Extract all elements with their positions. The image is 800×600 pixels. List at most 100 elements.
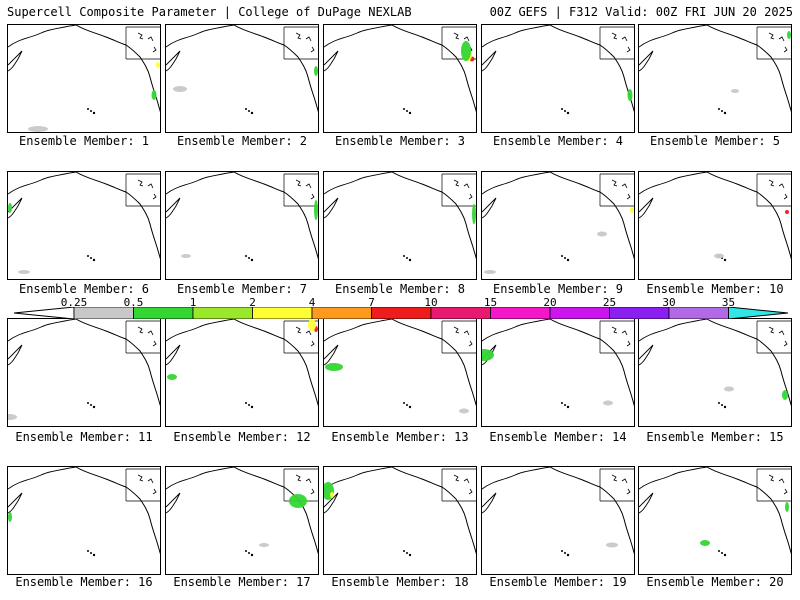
scp-contour	[630, 207, 634, 213]
ensemble-map-panel	[323, 466, 477, 575]
scp-contour	[714, 253, 724, 259]
colorbar-tick-label: 35	[721, 296, 736, 309]
ensemble-map-panel	[638, 171, 792, 280]
member-caption: Ensemble Member: 2	[176, 134, 308, 148]
scp-contour	[731, 89, 739, 93]
scp-contour	[259, 543, 269, 547]
scp-contour	[484, 270, 496, 274]
ensemble-map-panel	[7, 318, 161, 427]
scp-contour	[181, 254, 191, 258]
scp-contour	[8, 414, 17, 420]
member-caption: Ensemble Member: 4	[492, 134, 624, 148]
colorbar-segment	[609, 307, 670, 319]
scp-contour	[472, 204, 476, 224]
scp-contour	[482, 349, 494, 361]
scp-contour	[724, 386, 734, 392]
scp-contour	[28, 126, 48, 132]
scp-contour	[156, 62, 160, 68]
member-caption: Ensemble Member: 6	[18, 282, 150, 296]
scp-contour	[308, 319, 316, 331]
member-caption: Ensemble Member: 20	[646, 575, 784, 589]
colorbar-tick-label: 25	[602, 296, 617, 309]
member-caption: Ensemble Member: 15	[646, 430, 784, 444]
ensemble-map-panel	[638, 24, 792, 133]
colorbar-tick-label: 10	[424, 296, 438, 309]
ensemble-map-panel	[7, 24, 161, 133]
scp-contour	[627, 89, 633, 101]
member-caption: Ensemble Member: 11	[15, 430, 153, 444]
scp-contour	[787, 31, 791, 39]
ensemble-map-panel	[165, 318, 319, 427]
ensemble-map-panel	[7, 466, 161, 575]
colorbar-tick-label: 2	[249, 296, 256, 309]
scp-contour	[314, 200, 318, 220]
ensemble-map-panel	[481, 171, 635, 280]
scp-contour	[785, 502, 789, 512]
ensemble-map-panel	[165, 24, 319, 133]
colorbar-segment	[252, 307, 313, 319]
ensemble-map-panel	[638, 466, 792, 575]
scp-contour	[459, 408, 469, 414]
colorbar-right-arrow	[728, 307, 788, 319]
ensemble-map-panel	[481, 318, 635, 427]
scp-contour	[18, 270, 30, 274]
ensemble-map-panel	[638, 318, 792, 427]
ensemble-map-panel	[323, 318, 477, 427]
colorbar-segment	[668, 307, 729, 319]
product-title: Supercell Composite Parameter | College …	[7, 5, 412, 19]
member-caption: Ensemble Member: 7	[176, 282, 308, 296]
colorbar	[14, 307, 788, 319]
colorbar-tick-label: 30	[662, 296, 676, 309]
scp-contour	[151, 90, 157, 100]
scp-contour	[597, 231, 607, 237]
member-caption: Ensemble Member: 16	[15, 575, 153, 589]
member-caption: Ensemble Member: 3	[334, 134, 466, 148]
colorbar-tick-label: 15	[483, 296, 498, 309]
ensemble-map-panel	[165, 466, 319, 575]
colorbar-tick-label: 7	[368, 296, 375, 309]
colorbar-tick-label: 4	[308, 296, 316, 309]
scp-contour	[782, 390, 788, 400]
scp-contour	[289, 494, 307, 508]
member-caption: Ensemble Member: 10	[646, 282, 784, 296]
ensemble-map-panel	[7, 171, 161, 280]
colorbar-tick-label: 1	[189, 296, 197, 309]
member-caption: Ensemble Member: 1	[18, 134, 150, 148]
scp-contour	[700, 540, 710, 546]
scp-contour	[606, 542, 618, 548]
scp-contour	[461, 41, 471, 61]
ensemble-map-panel	[481, 24, 635, 133]
colorbar-segment	[430, 307, 491, 319]
member-caption: Ensemble Member: 19	[489, 575, 627, 589]
ensemble-map-panel	[323, 24, 477, 133]
colorbar-tick-label: 0.25	[60, 296, 88, 309]
member-caption: Ensemble Member: 5	[649, 134, 781, 148]
member-caption: Ensemble Member: 8	[334, 282, 466, 296]
colorbar-tick-label: 20	[543, 296, 557, 309]
member-caption: Ensemble Member: 18	[331, 575, 469, 589]
member-caption: Ensemble Member: 13	[331, 430, 469, 444]
scp-contour	[8, 203, 12, 213]
scp-contour	[603, 400, 613, 406]
scp-contour	[314, 66, 318, 76]
valid-time: 00Z GEFS | F312 Valid: 00Z FRI JUN 20 20…	[489, 5, 793, 19]
colorbar-segment	[549, 307, 610, 319]
scp-contour	[785, 210, 789, 214]
colorbar-segment	[371, 307, 432, 319]
member-caption: Ensemble Member: 12	[173, 430, 311, 444]
colorbar-tick-label: 0.5	[123, 296, 144, 309]
member-caption: Ensemble Member: 17	[173, 575, 311, 589]
member-caption: Ensemble Member: 14	[489, 430, 627, 444]
colorbar-segment	[311, 307, 372, 319]
member-caption: Ensemble Member: 9	[492, 282, 624, 296]
scp-contour	[325, 363, 343, 371]
scp-contour	[8, 512, 12, 522]
scp-contour	[173, 86, 187, 92]
ensemble-map-panel	[165, 171, 319, 280]
colorbar-segment	[192, 307, 253, 319]
scp-contour	[167, 374, 177, 380]
ensemble-map-panel	[481, 466, 635, 575]
ensemble-map-panel	[323, 171, 477, 280]
scp-contour	[330, 492, 334, 498]
colorbar-segment	[490, 307, 551, 319]
